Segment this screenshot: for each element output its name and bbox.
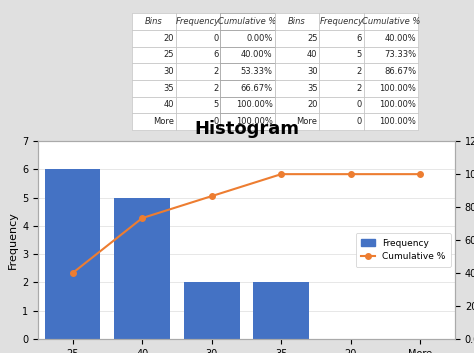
Y-axis label: Frequency: Frequency [8,211,18,269]
Legend: Frequency, Cumulative %: Frequency, Cumulative % [356,233,450,267]
Bar [45,169,100,339]
Bar [184,282,239,339]
Bar [254,282,309,339]
Title: Histogram: Histogram [194,120,299,138]
Bar [114,198,170,339]
